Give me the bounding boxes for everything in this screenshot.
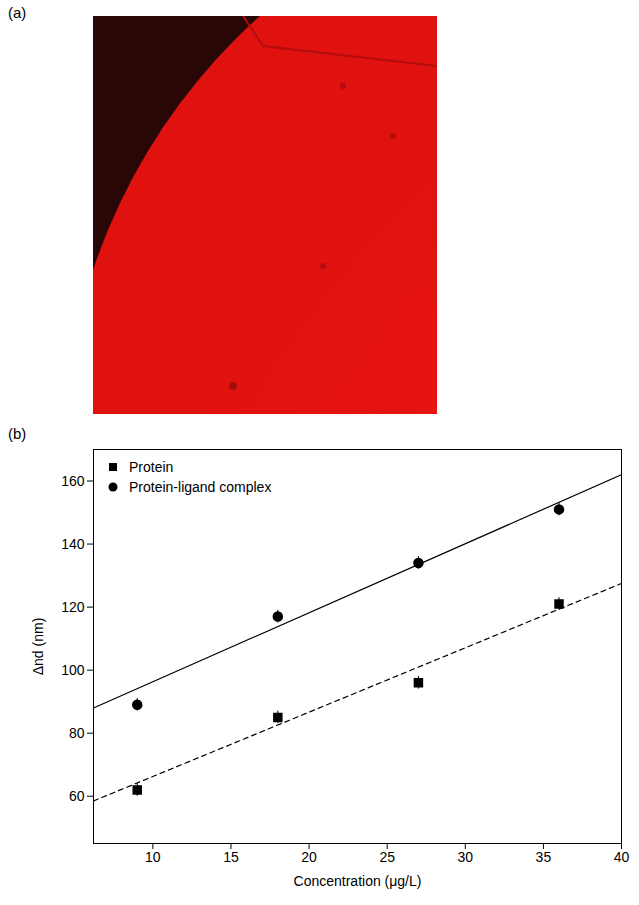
- svg-text:100: 100: [61, 662, 85, 678]
- svg-text:140: 140: [61, 536, 85, 552]
- svg-text:120: 120: [61, 599, 85, 615]
- svg-text:10: 10: [145, 849, 161, 865]
- html-text:(a): (a): [8, 4, 27, 21]
- svg-text:20: 20: [301, 849, 317, 865]
- html-text:(b): (b): [8, 425, 27, 442]
- html-text:Protein: Protein: [129, 459, 174, 475]
- svg-text:15: 15: [223, 849, 239, 865]
- svg-text:Concentration (μg/L): Concentration (μg/L): [294, 873, 422, 889]
- svg-text:160: 160: [61, 473, 85, 489]
- html-text:Protein-ligand complex: Protein-ligand complex: [129, 479, 272, 495]
- svg-text:35: 35: [536, 849, 552, 865]
- svg-text:40: 40: [614, 849, 630, 865]
- svg-text:30: 30: [457, 849, 473, 865]
- svg-text:Δnd (nm): Δnd (nm): [30, 618, 46, 676]
- svg-text:80: 80: [69, 725, 85, 741]
- svg-text:60: 60: [69, 788, 85, 804]
- svg-text:25: 25: [379, 849, 395, 865]
